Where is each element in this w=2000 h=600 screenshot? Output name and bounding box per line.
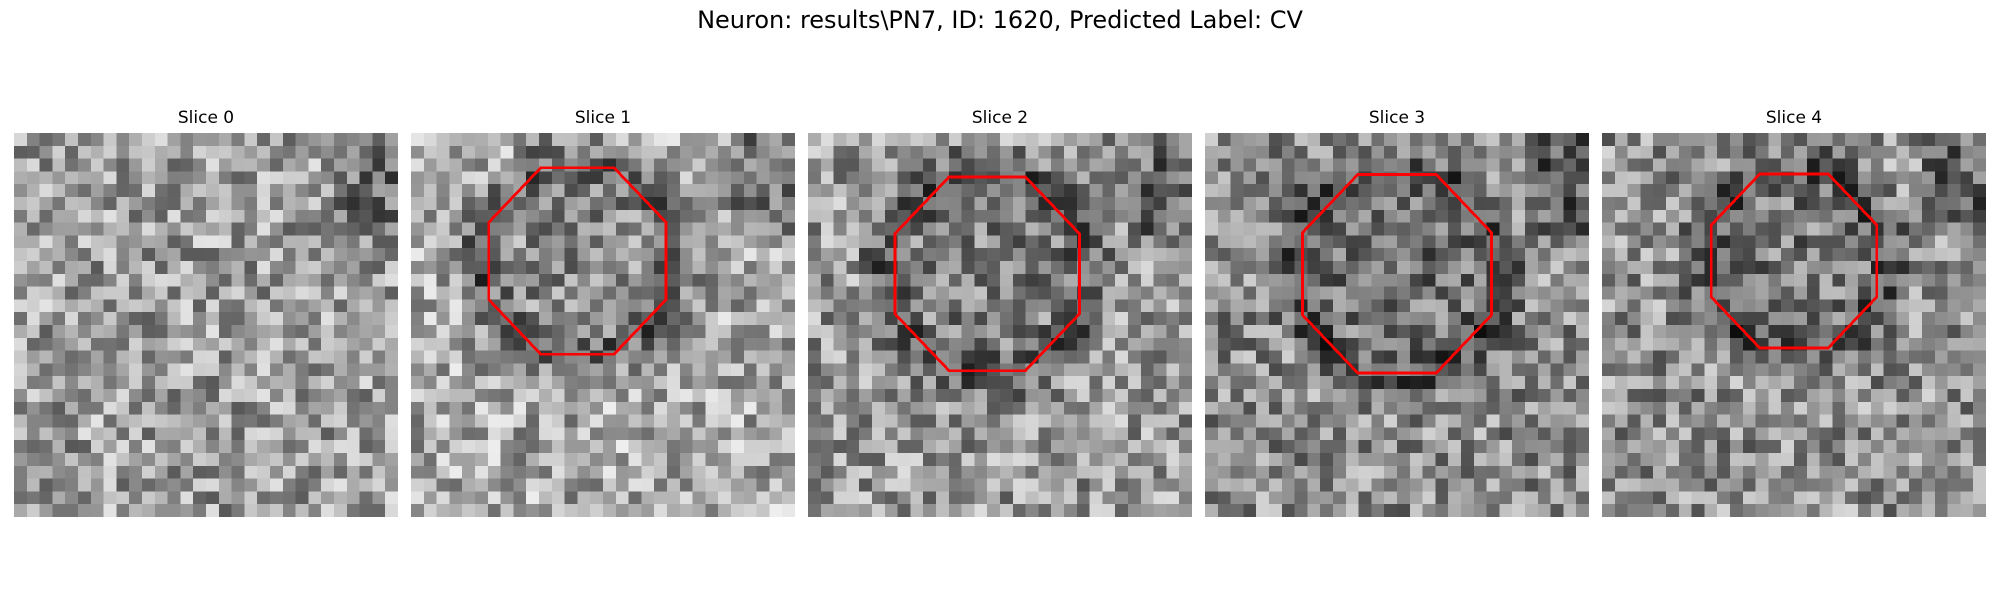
slice-image bbox=[1205, 133, 1589, 517]
neuron-contour bbox=[1301, 173, 1493, 375]
neuron-contour bbox=[893, 175, 1081, 373]
slice-title: Slice 3 bbox=[1368, 108, 1426, 128]
slice-image bbox=[14, 133, 398, 517]
slice-title: Slice 0 bbox=[177, 108, 235, 128]
neuron-contour bbox=[1709, 172, 1879, 350]
figure-title: Neuron: results\PN7, ID: 1620, Predicted… bbox=[697, 6, 1303, 34]
slice-image bbox=[411, 133, 795, 517]
slice-title: Slice 2 bbox=[971, 108, 1029, 128]
slice-title: Slice 4 bbox=[1765, 108, 1823, 128]
slice-image bbox=[1602, 133, 1986, 517]
slice-image bbox=[808, 133, 1192, 517]
neuron-contour bbox=[487, 166, 668, 356]
slice-title: Slice 1 bbox=[574, 108, 632, 128]
